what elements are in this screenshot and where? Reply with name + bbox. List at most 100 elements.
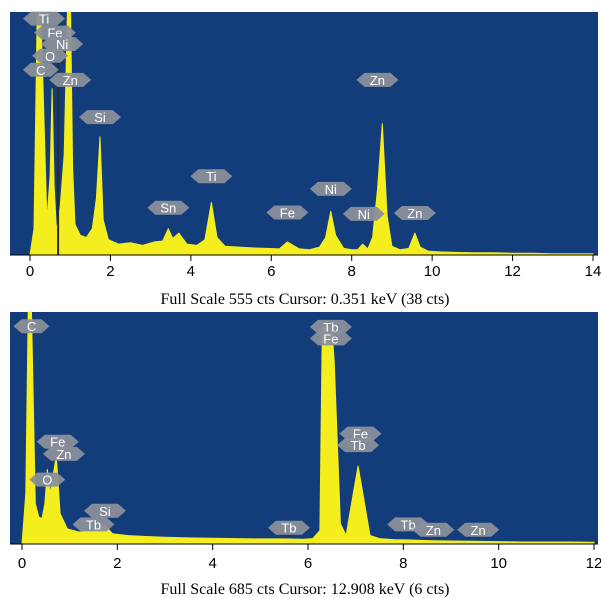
peak-label-text: Fe xyxy=(353,427,368,442)
peak-label-tb: Tb xyxy=(309,319,352,335)
peak-label-badge xyxy=(49,72,92,87)
peak-label-si: Si xyxy=(78,110,121,125)
peak-label-text: C xyxy=(27,319,36,334)
x-tick-label: 14 xyxy=(585,263,601,280)
peak-label-ti: Ti xyxy=(190,169,233,184)
peak-label-text: Zn xyxy=(370,73,385,88)
peak-label-badge xyxy=(29,472,66,487)
x-tick-label: 0 xyxy=(26,263,34,280)
peak-label-badge xyxy=(339,426,382,441)
peak-label-text: Zn xyxy=(426,523,441,538)
peak-label-badge xyxy=(393,205,436,220)
peak-label-text: C xyxy=(36,63,45,78)
x-tick-label: 4 xyxy=(208,555,216,572)
peak-label-c: C xyxy=(13,319,50,334)
caption-2: Full Scale 685 cts Cursor: 12.908 keV (6… xyxy=(160,581,449,598)
x-tick-label: 6 xyxy=(304,555,312,572)
peak-label-fe: Fe xyxy=(309,331,352,346)
peak-label-badge xyxy=(412,522,455,537)
x-tick-label: 2 xyxy=(106,263,114,280)
peak-label-badge xyxy=(23,11,66,26)
peak-label-text: Tb xyxy=(323,320,338,335)
peak-label-text: Tb xyxy=(86,517,101,532)
peak-label-text: Zn xyxy=(471,523,486,538)
peak-label-zn: Zn xyxy=(49,72,92,88)
x-tick-label: 12 xyxy=(504,263,521,280)
peak-label-text: Fe xyxy=(280,206,295,221)
peak-label-badge xyxy=(457,522,500,537)
peak-label-badge xyxy=(22,62,59,77)
peak-label-text: Fe xyxy=(323,331,338,346)
peak-label-text: Tb xyxy=(281,521,296,536)
peak-label-o: O xyxy=(32,48,69,64)
peak-label-text: Sn xyxy=(160,201,176,216)
peak-label-badge xyxy=(309,331,352,346)
peak-label-text: Zn xyxy=(56,447,71,462)
peak-label-fe: Fe xyxy=(36,434,79,450)
peak-label-ni: Ni xyxy=(342,206,385,222)
peak-label-badge xyxy=(342,206,385,221)
peak-label-badge xyxy=(78,110,121,125)
peak-label-badge xyxy=(83,503,126,518)
x-tick-label: 8 xyxy=(348,263,356,280)
peak-label-badge xyxy=(337,438,380,453)
peak-label-tb: Tb xyxy=(337,438,380,453)
peak-label-badge xyxy=(13,319,50,334)
peak-label-text: O xyxy=(42,473,52,488)
peak-label-text: O xyxy=(45,49,55,64)
peak-label-text: Ni xyxy=(325,182,337,197)
peak-label-zn: Zn xyxy=(457,522,500,538)
peak-label-badge xyxy=(72,517,115,532)
peak-label-c: C xyxy=(22,62,59,78)
peak-label-text: Tb xyxy=(401,517,416,532)
peak-label-o: O xyxy=(29,472,66,488)
x-axis-ticks-1: 0 2 4 6 8 10 12 14 xyxy=(10,254,601,280)
peak-label-badge xyxy=(309,319,352,334)
peak-label-text: Zn xyxy=(63,73,78,88)
x-tick-label: 4 xyxy=(187,263,195,280)
x-tick-label: 0 xyxy=(18,555,26,572)
peak-label-zn: Zn xyxy=(412,522,455,538)
x-tick-label: 6 xyxy=(267,263,275,280)
peak-label-text: Tb xyxy=(350,438,365,453)
x-tick-label: 8 xyxy=(399,555,407,572)
peak-label-badge xyxy=(266,205,309,220)
peak-label-fe: Fe xyxy=(33,26,76,41)
peak-label-text: Ni xyxy=(56,37,68,52)
peak-label-badge xyxy=(41,36,84,51)
peak-label-text: Ti xyxy=(39,12,49,27)
peak-label-badge xyxy=(190,169,233,184)
peak-label-zn: Zn xyxy=(393,205,436,221)
peak-label-text: Ni xyxy=(358,207,370,222)
peak-label-badge xyxy=(309,181,352,196)
peak-label-sn: Sn xyxy=(147,200,190,216)
peak-label-zn: Zn xyxy=(42,446,85,462)
peak-label-badge xyxy=(356,72,399,87)
peak-label-badge xyxy=(36,434,79,449)
x-tick-label: 10 xyxy=(424,263,441,280)
peak-label-text: Si xyxy=(94,110,106,125)
peak-label-zn: Zn xyxy=(356,72,399,88)
peak-label-badge xyxy=(42,446,85,461)
spectrum-1-series xyxy=(29,11,594,256)
x-tick-label: 12 xyxy=(586,555,601,572)
peak-label-ti: Ti xyxy=(23,11,66,27)
peak-label-badge xyxy=(147,200,190,215)
peak-label-tb: Tb xyxy=(267,520,310,536)
spectrum-1-line xyxy=(29,11,594,256)
peak-label-text: Si xyxy=(99,504,111,519)
peak-label-text: Fe xyxy=(47,26,62,41)
peak-label-si: Si xyxy=(83,503,126,519)
peak-label-badge xyxy=(32,48,69,63)
peak-label-text: Ti xyxy=(206,169,216,184)
x-axis-ticks-2: 0 2 4 6 8 10 12 xyxy=(10,543,601,572)
peak-label-fe: Fe xyxy=(266,205,309,221)
peak-label-text: Zn xyxy=(407,206,422,221)
x-tick-label: 2 xyxy=(113,555,121,572)
peak-label-badge xyxy=(267,520,310,535)
